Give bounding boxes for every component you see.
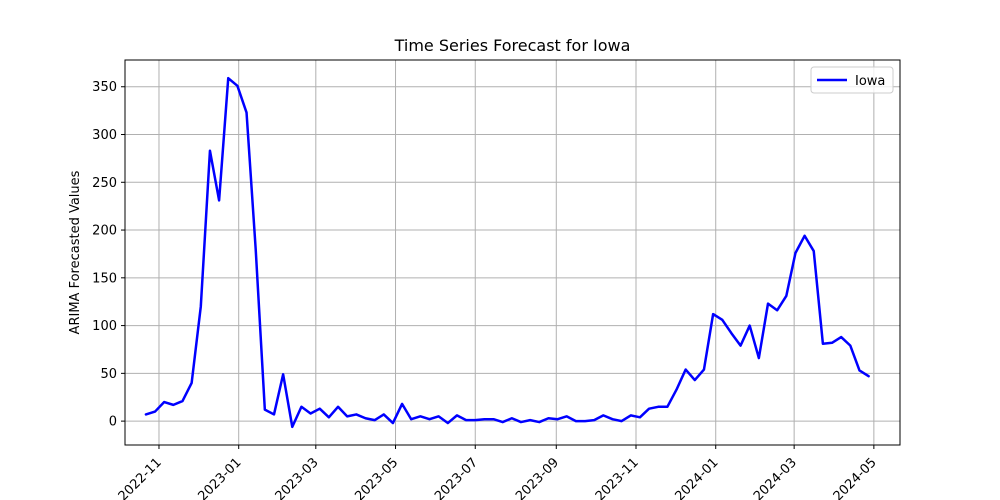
axes-frame [124,59,901,446]
legend: Iowa [810,66,894,94]
legend-box [810,66,894,94]
y-tick-label: 50 [100,367,117,382]
legend-label-iowa: Iowa [855,74,885,89]
y-tick-label: 250 [92,176,117,191]
y-tick-label: 100 [92,319,117,334]
y-axis-label: ARIMA Forecasted Values [68,170,83,334]
y-tick-label: 150 [92,271,117,286]
grid-lines [125,60,900,445]
y-tick-label: 350 [92,80,117,95]
y-tick-label: 0 [109,415,117,430]
y-tick-label: 200 [92,224,117,239]
plot-area [144,76,870,429]
y-tick-label: 300 [92,128,117,143]
chart-title: Time Series Forecast for Iowa [394,36,631,55]
series-line-iowa [144,76,870,429]
y-axis-ticks: 0 50 100 150 200 250 300 350 [92,80,125,430]
